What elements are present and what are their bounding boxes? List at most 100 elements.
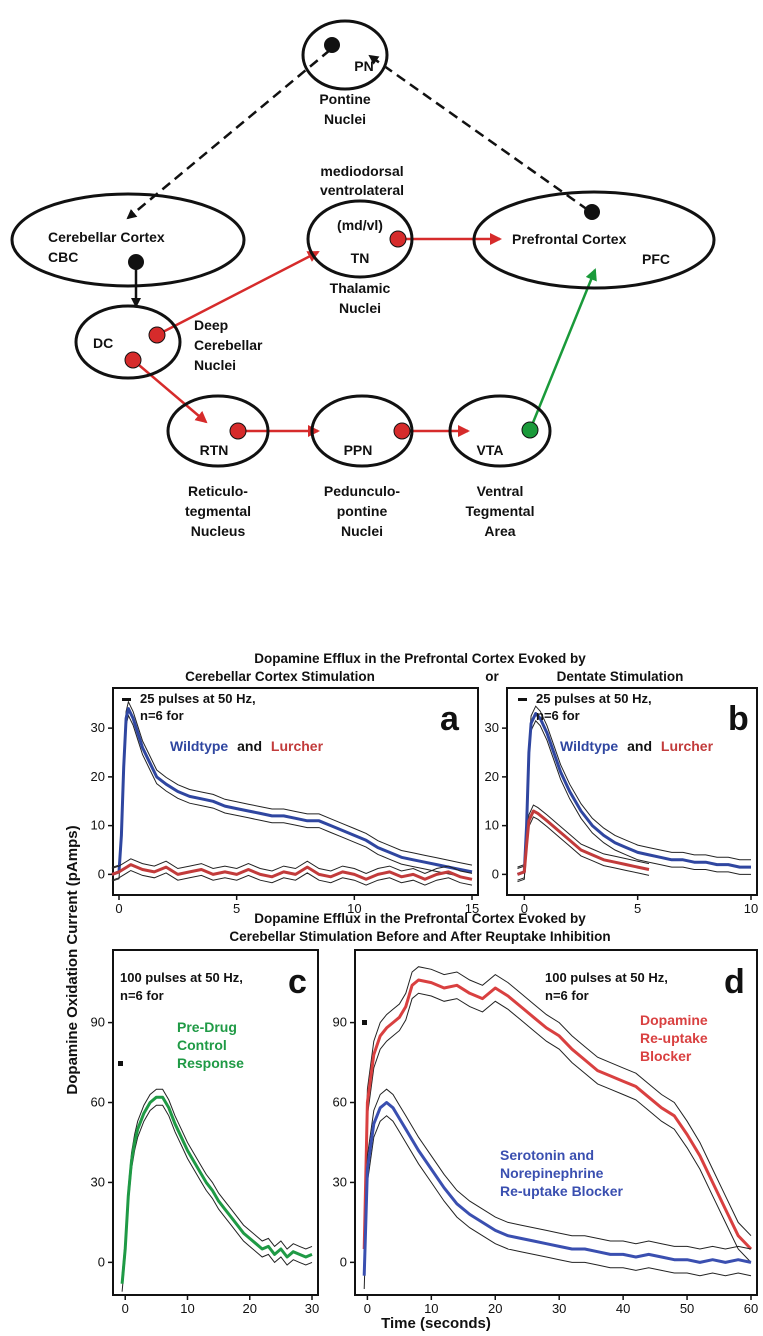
panel-d-ytick-label: 60 — [333, 1095, 347, 1110]
panel-b-note1: 25 pulses at 50 Hz, — [536, 691, 652, 706]
rtn-label-3: Nucleus — [191, 523, 246, 539]
dc-label-3: Nuclei — [194, 357, 236, 373]
pn-label-1: Pontine — [319, 91, 371, 107]
panel-a-xtick-label: 0 — [115, 901, 122, 916]
panel-b-ytick-label: 20 — [485, 769, 499, 784]
panel-c-legend-1: Pre-Drug — [177, 1019, 237, 1035]
panel-c-ytick-label: 90 — [91, 1015, 105, 1030]
tn-top-2: ventrolateral — [320, 182, 404, 198]
pfc-dot — [584, 204, 600, 220]
tn-top-1: mediodorsal — [320, 163, 403, 179]
panel-a-xtick-label: 15 — [465, 901, 479, 916]
vta-label-1: Ventral — [477, 483, 524, 499]
panel-b-legend: Wildtype and Lurcher — [560, 738, 714, 754]
panel-a-ytick-label: 0 — [98, 866, 105, 881]
vta-abbr: VTA — [477, 442, 504, 458]
panel-d-legend-blue-2: Norepinephrine — [500, 1165, 604, 1181]
panel-a: 0 5 10 15 0 10 20 30 25 pulses at 50 Hz, n=6 fo… — [91, 687, 479, 916]
panel-c-series-0-line — [120, 1095, 313, 1284]
node-tn — [306, 199, 414, 279]
bottom-title-line2: Cerebellar Stimulation Before and After … — [229, 929, 610, 944]
panel-a-letter: a — [440, 700, 460, 738]
panel-b-legend-wildtype: Wildtype — [560, 738, 618, 754]
panel-a-legend-lurcher: Lurcher — [271, 738, 324, 754]
panel-a-xtick-label: 5 — [233, 901, 240, 916]
panel-a-ytick-label: 10 — [91, 818, 105, 833]
panel-a-note1: 25 pulses at 50 Hz, — [140, 691, 256, 706]
panel-b-xtick-label: 0 — [521, 901, 528, 916]
circuit-diagram: PN Pontine Nuclei Cerebellar Cortex CBC … — [10, 19, 716, 539]
panel-c-xtick-label: 30 — [305, 1301, 319, 1316]
panel-d-legend-red-2: Re-uptake — [640, 1030, 708, 1046]
panel-b-series-1-line — [516, 809, 650, 876]
panel-b-ytick-label: 10 — [485, 818, 499, 833]
panel-d-frame — [354, 949, 758, 1296]
panel-a-series-1-line — [111, 863, 473, 881]
rtn-dot — [229, 422, 247, 440]
edge-vta-to-pfc — [528, 268, 597, 431]
panel-b-legend-and: and — [627, 738, 652, 754]
panel-d-ytick-label: 30 — [333, 1174, 347, 1189]
panel-a-xtick-label: 10 — [347, 901, 361, 916]
panel-c-note1: 100 pulses at 50 Hz, — [120, 970, 243, 985]
panel-d-xtick-label: 60 — [744, 1301, 758, 1316]
y-axis-label: Dopamine Oxidation Current (pAmps) — [64, 825, 81, 1094]
node-rtn — [166, 394, 270, 468]
panel-d-legend-red-1: Dopamine — [640, 1012, 708, 1028]
x-axis-label: Time (seconds) — [381, 1315, 491, 1332]
panel-c-plot: 0 10 20 30 0 30 60 90 — [91, 1015, 320, 1316]
panel-c-series-0-upper-sem — [121, 1088, 313, 1276]
panel-c-xtick-label: 20 — [243, 1301, 257, 1316]
panel-c-stim-marker — [118, 1061, 123, 1066]
tn-dot — [389, 230, 407, 248]
panel-b-ytick-label: 30 — [485, 720, 499, 735]
panel-c-ytick-label: 60 — [91, 1095, 105, 1110]
panel-d-xtick-label: 30 — [552, 1301, 566, 1316]
panel-a-series-0-upper-sem — [111, 700, 473, 868]
panel-c-ytick-label: 30 — [91, 1174, 105, 1189]
panel-d-series-1-line — [362, 1101, 752, 1276]
panel-c-frame — [112, 949, 319, 1296]
panel-d-series-0-lower-sem — [363, 992, 752, 1263]
panel-d-series-1-upper-sem — [363, 1088, 752, 1263]
node-pn — [301, 19, 389, 91]
panel-a-series-0-lower-sem — [111, 714, 473, 882]
vta-dot — [521, 421, 539, 439]
panel-d-ytick-label: 0 — [340, 1254, 347, 1269]
rtn-abbr: RTN — [200, 442, 229, 458]
panel-b-plot: 0 5 10 0 10 20 30 — [485, 705, 758, 916]
panel-d-ytick-label: 90 — [333, 1015, 347, 1030]
rtn-label-2: tegmental — [185, 503, 251, 519]
panel-c-xtick-label: 0 — [122, 1301, 129, 1316]
top-title-or: or — [485, 669, 499, 684]
panel-d-legend-red-3: Blocker — [640, 1048, 692, 1064]
ppn-label-1: Pedunculo- — [324, 483, 401, 499]
pn-label-2: Nuclei — [324, 111, 366, 127]
dc-label-2: Cerebellar — [194, 337, 263, 353]
pfc-abbr: PFC — [642, 251, 670, 267]
panel-d-letter: d — [724, 963, 745, 1001]
panel-d-legend-blue-1: Serotonin and — [500, 1147, 594, 1163]
ppn-label-3: Nuclei — [341, 523, 383, 539]
vta-label-3: Area — [484, 523, 515, 539]
edge-pfc-to-pn — [368, 54, 589, 212]
panel-d: 0 10 20 30 40 50 60 0 30 60 90 100 pulses at 50 Hz… — [333, 949, 758, 1316]
edge-pn-to-cbc — [126, 49, 331, 220]
panel-b-xtick-label: 10 — [744, 901, 758, 916]
panel-a-series-1-upper-sem — [111, 858, 473, 874]
panel-c-legend-3: Response — [177, 1055, 244, 1071]
panel-d-xtick-label: 20 — [488, 1301, 502, 1316]
ppn-dot — [393, 422, 411, 440]
top-title-right: Dentate Stimulation — [557, 669, 684, 684]
ppn-abbr: PPN — [344, 442, 373, 458]
panel-b-ytick-label: 0 — [492, 866, 499, 881]
panel-d-xtick-label: 40 — [616, 1301, 630, 1316]
panel-a-legend-and: and — [237, 738, 262, 754]
panel-d-note1: 100 pulses at 50 Hz, — [545, 970, 668, 985]
panel-b-xtick-label: 5 — [634, 901, 641, 916]
panel-d-note2: n=6 for — [545, 988, 589, 1003]
panel-c-legend-2: Control — [177, 1037, 227, 1053]
cbc-name: Cerebellar Cortex — [48, 229, 165, 245]
cbc-dot — [128, 254, 144, 270]
